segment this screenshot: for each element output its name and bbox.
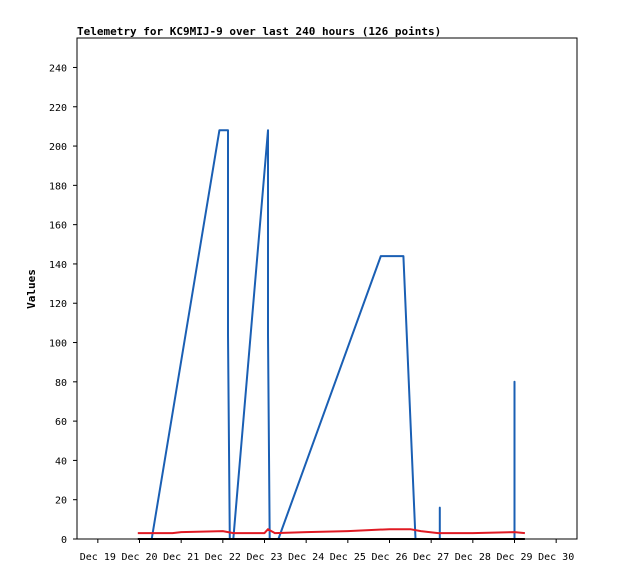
x-tick-label: Dec 24 — [288, 552, 324, 563]
x-tick-label: Dec 28 — [455, 552, 491, 563]
y-axis: 0 20 40 60 80 100 120 140 160 180 200 220 240 — [49, 63, 77, 546]
y-tick-label: 20 — [55, 496, 67, 507]
chart-title: Telemetry for KC9MIJ-9 over last 240 hou… — [77, 25, 441, 38]
series-layer — [137, 129, 525, 540]
y-tick-label: 40 — [55, 456, 67, 467]
y-tick-label: 140 — [49, 260, 67, 271]
y-tick-label: 60 — [55, 417, 67, 428]
x-tick-label: Dec 22 — [205, 552, 241, 563]
series-line-2 — [137, 528, 525, 535]
y-tick-label: 160 — [49, 221, 67, 232]
series-line-1 — [150, 129, 516, 540]
y-tick-label: 0 — [61, 535, 67, 546]
x-tick-label: Dec 27 — [413, 552, 449, 563]
y-tick-label: 220 — [49, 103, 67, 114]
y-axis-label: Values — [25, 269, 38, 309]
x-tick-label: Dec 29 — [496, 552, 532, 563]
x-tick-label: Dec 25 — [330, 552, 366, 563]
y-tick-label: 180 — [49, 181, 67, 192]
y-tick-label: 100 — [49, 339, 67, 350]
x-tick-label: Dec 30 — [538, 552, 574, 563]
x-axis: Dec 19 Dec 20 Dec 21 Dec 22 Dec 23 Dec 24 Dec … — [80, 539, 574, 563]
x-tick-label: Dec 21 — [163, 552, 199, 563]
x-tick-label: Dec 23 — [246, 552, 282, 563]
x-tick-label: Dec 20 — [121, 552, 157, 563]
plot-area-frame — [76, 37, 578, 540]
y-tick-label: 200 — [49, 142, 67, 153]
y-tick-label: 240 — [49, 63, 67, 74]
x-tick-label: Dec 26 — [371, 552, 407, 563]
y-tick-label: 80 — [55, 378, 67, 389]
x-tick-label: Dec 19 — [80, 552, 116, 563]
y-tick-label: 120 — [49, 299, 67, 310]
